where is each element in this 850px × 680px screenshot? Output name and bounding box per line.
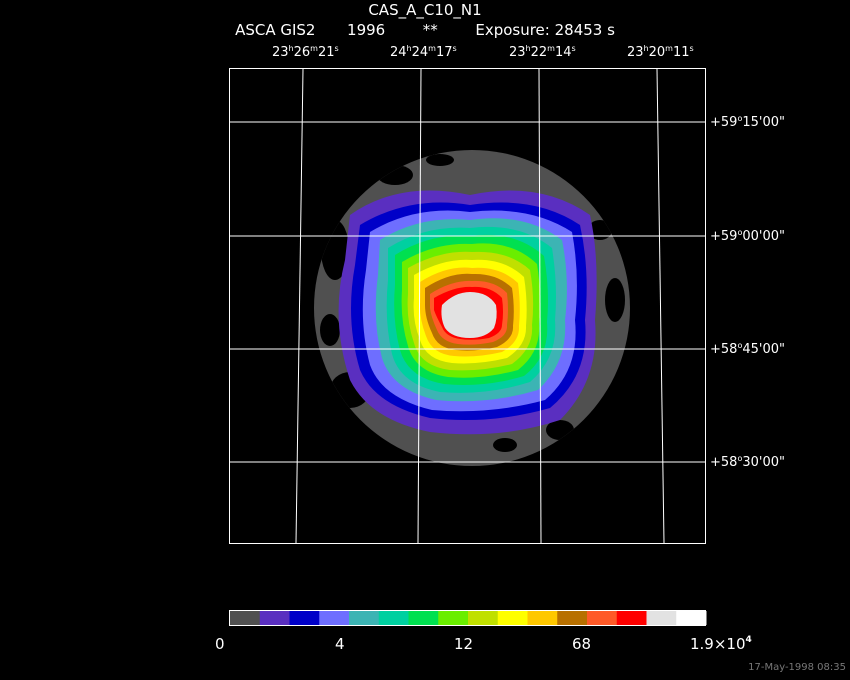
year-label: 1996 xyxy=(347,21,386,39)
ra-label-3: 23h22m14s xyxy=(509,44,576,60)
colorbar-swatch xyxy=(587,611,618,625)
colorbar-swatch xyxy=(527,611,558,625)
stars-label: ** xyxy=(422,21,438,39)
timestamp: 17-May-1998 08:35 xyxy=(748,662,846,673)
colorbar-swatch xyxy=(438,611,469,625)
colorbar-label-4: 1.9×104 xyxy=(690,635,752,653)
ra-label-1: 23h26m21s xyxy=(272,44,339,60)
ra-label-4: 23h20m11s xyxy=(627,44,694,60)
coordinate-grid xyxy=(229,68,706,544)
colorbar-label-3: 68 xyxy=(572,635,592,653)
colorbar-swatch xyxy=(230,611,261,625)
colorbar-swatch xyxy=(289,611,320,625)
exposure-label: Exposure: 28453 s xyxy=(475,21,615,39)
colorbar-swatch xyxy=(408,611,439,625)
dec-label-2: +59o00'00" xyxy=(710,228,785,244)
colorbar-label-2: 12 xyxy=(454,635,474,653)
dec-label-4: +58o30'00" xyxy=(710,454,785,470)
colorbar-label-0: 0 xyxy=(215,635,225,653)
colorbar-swatch xyxy=(378,611,409,625)
colorbar-swatch xyxy=(646,611,677,625)
colorbar xyxy=(230,611,707,625)
colorbar-label-1: 4 xyxy=(335,635,345,653)
colorbar-swatch xyxy=(349,611,380,625)
colorbar-swatch xyxy=(557,611,588,625)
colorbar-swatch xyxy=(259,611,290,625)
ra-label-2: 24h24m17s xyxy=(390,44,457,60)
colorbar-swatch xyxy=(616,611,647,625)
colorbar-swatch xyxy=(676,611,707,625)
dec-label-1: +59o15'00" xyxy=(710,114,785,130)
colorbar-swatch xyxy=(468,611,499,625)
image-subtitle: ASCA GIS2 1996 ** Exposure: 28453 s xyxy=(0,21,850,39)
colorbar-frame xyxy=(229,610,706,626)
instrument-label: ASCA GIS2 xyxy=(235,21,316,39)
dec-label-3: +58o45'00" xyxy=(710,341,785,357)
colorbar-swatch xyxy=(497,611,528,625)
field-of-view xyxy=(314,150,630,466)
colorbar-swatch xyxy=(319,611,350,625)
image-title: CAS_A_C10_N1 xyxy=(368,1,482,19)
